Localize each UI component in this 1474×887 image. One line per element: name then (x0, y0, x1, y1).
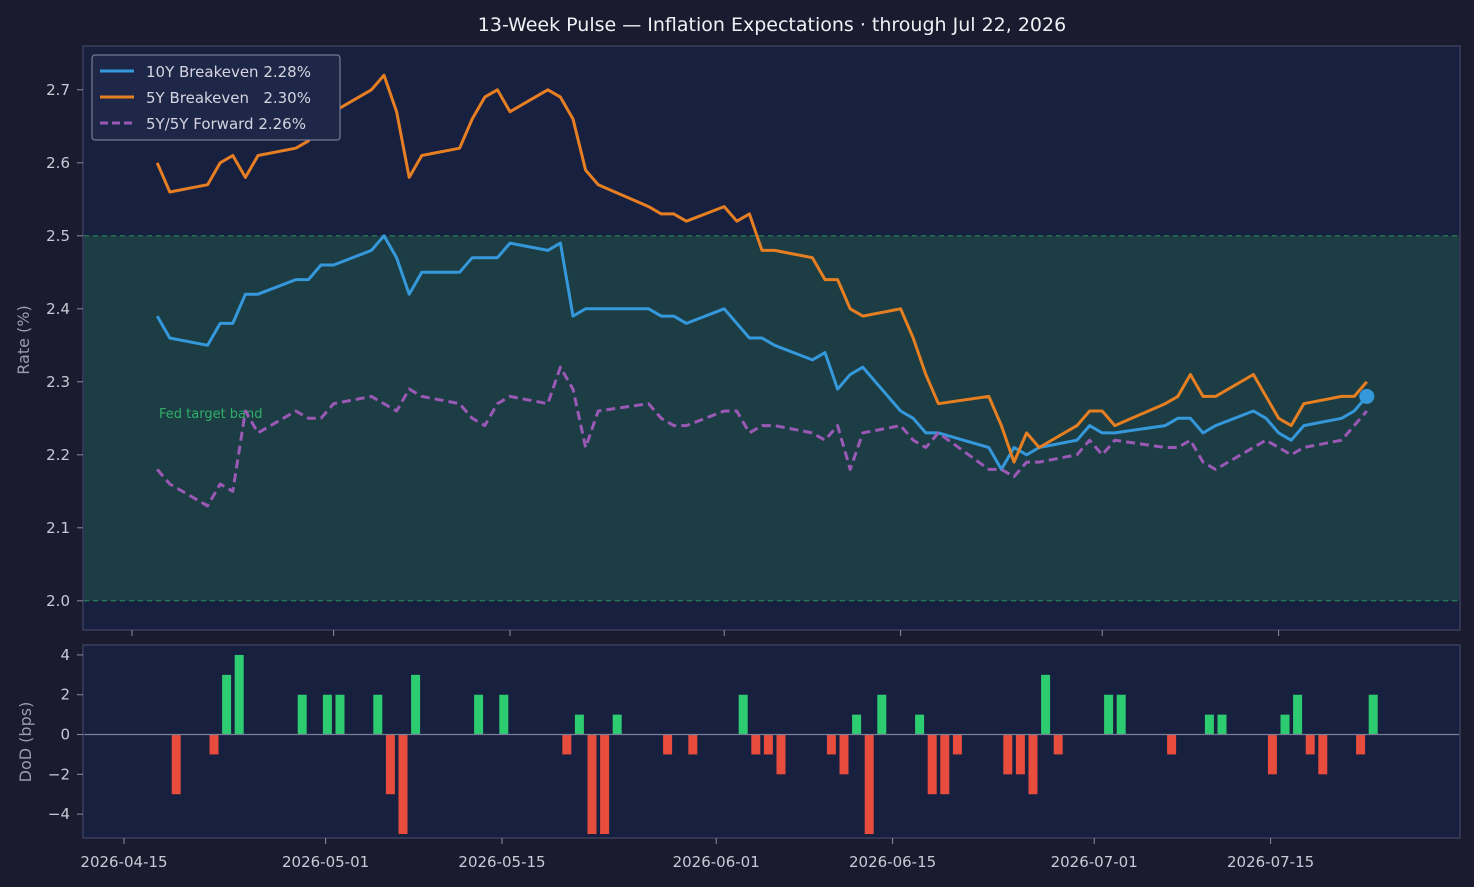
dod-bar (1104, 694, 1114, 735)
dod-bar (1116, 694, 1126, 735)
dod-bar (385, 734, 395, 795)
dod-bar (411, 674, 421, 735)
top-y-axis: 2.0 2.1 2.2 2.3 2.4 2.5 2.6 2.7 (46, 81, 83, 610)
top-y-tick-label: 2.6 (46, 154, 70, 172)
series-line-2 (156, 365, 1368, 508)
dod-bar (738, 694, 748, 735)
bottom-panel: 420−2−4 2026-04-15 2026-05-01 2026-05-15 20… (16, 644, 1461, 871)
bottom-y-tick-label: −4 (48, 805, 70, 823)
top-y-tick-label: 2.0 (46, 592, 70, 610)
top-panel: Fed target band 2.0 2.1 2.2 2.3 2.4 2.5 2.6 2.7… (14, 45, 1461, 636)
top-y-tick-label: 2.1 (46, 519, 70, 537)
dod-bar (1015, 734, 1025, 775)
x-tick-label: 2026-07-15 (1227, 853, 1314, 871)
dod-bar (1305, 734, 1315, 755)
dod-bar (1053, 734, 1063, 755)
dod-bar (171, 734, 181, 795)
series-line-1 (155, 73, 1368, 464)
dod-bar (499, 694, 509, 735)
x-tick-label: 2026-05-01 (282, 853, 369, 871)
last-value-marker (1359, 388, 1375, 404)
top-y-axis-label: Rate (%) (14, 305, 33, 374)
dod-bar (373, 694, 383, 735)
dod-bars (171, 654, 1378, 835)
x-tick-label: 2026-06-01 (673, 853, 760, 871)
x-tick-label: 2026-05-15 (458, 853, 545, 871)
dod-bar (612, 714, 622, 735)
band-label: Fed target band (159, 407, 263, 422)
x-tick-label: 2026-04-15 (80, 853, 167, 871)
dod-bar (952, 734, 962, 755)
dod-bar (826, 734, 836, 755)
dod-bar (474, 694, 484, 735)
dod-bar (209, 734, 219, 755)
dod-bar (877, 694, 887, 735)
series-line-0 (155, 234, 1368, 471)
bottom-y-axis: 4 2 0 −2 −4 (48, 646, 83, 823)
x-tick-label: 2026-06-15 (849, 853, 936, 871)
top-y-tick-label: 2.4 (46, 300, 70, 318)
chart-title: 13-Week Pulse — Inflation Expectations ·… (478, 14, 1066, 36)
top-x-axis (131, 630, 1280, 636)
dod-bar (852, 714, 862, 735)
dod-bar (864, 734, 874, 835)
dod-bar (927, 734, 937, 795)
legend-label-5y5y: 5Y/5Y Forward 2.26% (146, 115, 306, 133)
dod-bar (398, 734, 408, 835)
legend: 10Y Breakeven 2.28% 5Y Breakeven 2.30% 5… (91, 54, 341, 141)
legend-label-10y: 10Y Breakeven 2.28% (146, 63, 311, 81)
dod-bar (688, 734, 698, 755)
dod-bar (322, 694, 332, 735)
bottom-y-tick-label: 4 (60, 646, 70, 664)
dod-bar (1217, 714, 1227, 735)
x-tick-label: 2026-07-01 (1051, 853, 1138, 871)
legend-box (91, 54, 341, 141)
bottom-y-tick-label: 2 (60, 686, 70, 704)
dod-bar (1167, 734, 1177, 755)
bottom-y-tick-label: −2 (48, 765, 70, 783)
fed-target-band (84, 235, 1459, 601)
dod-bar (763, 734, 773, 755)
dod-bar (1028, 734, 1038, 795)
dod-bar (1041, 674, 1051, 735)
dod-bar (297, 694, 307, 735)
dod-bar (1318, 734, 1328, 775)
dod-bar (1293, 694, 1303, 735)
dod-bar (940, 734, 950, 795)
dod-bar (335, 694, 345, 735)
dod-bar (1003, 734, 1013, 775)
dod-bar (1356, 734, 1366, 755)
dod-bar (600, 734, 610, 835)
dod-bar (1368, 694, 1378, 735)
dod-bar (574, 714, 584, 735)
top-y-tick-label: 2.2 (46, 446, 70, 464)
dod-bar (562, 734, 572, 755)
dod-bar (776, 734, 786, 775)
legend-label-5y: 5Y Breakeven 2.30% (146, 89, 311, 107)
dod-bar (222, 674, 232, 735)
bottom-x-axis: 2026-04-15 2026-05-01 2026-05-15 2026-06-01… (80, 838, 1314, 871)
dod-bar (839, 734, 849, 775)
dod-bar (751, 734, 761, 755)
top-y-tick-label: 2.5 (46, 227, 70, 245)
dod-bar (663, 734, 673, 755)
dod-bar (1204, 714, 1214, 735)
dod-bar (1267, 734, 1277, 775)
top-y-tick-label: 2.7 (46, 81, 70, 99)
bottom-y-tick-label: 0 (60, 726, 70, 744)
series-lines (155, 73, 1375, 508)
dod-bar (587, 734, 597, 835)
dod-bar (1280, 714, 1290, 735)
dod-bar (234, 654, 244, 735)
bottom-y-axis-label: DoD (bps) (16, 702, 35, 783)
top-y-tick-label: 2.3 (46, 373, 70, 391)
dod-bar (915, 714, 925, 735)
